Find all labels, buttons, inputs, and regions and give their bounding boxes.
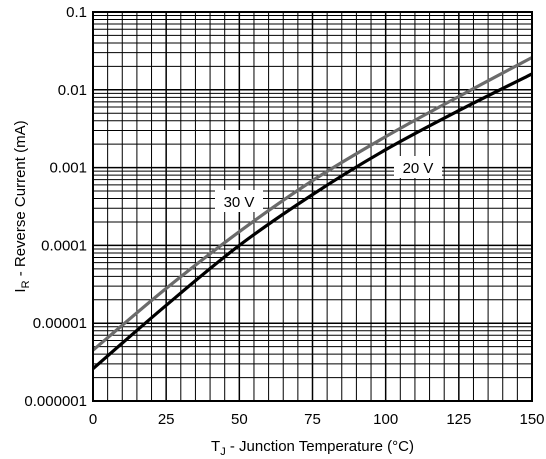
series-label-box-0 [215,190,263,212]
y-axis-title-rest: - Reverse Current (mA) [12,120,29,280]
x-tick-label: 150 [519,411,544,428]
x-tick-label: 75 [304,411,321,428]
y-axis-title: IR - Reverse Current (mA) [12,120,32,292]
y-axis-title-sub: R [20,280,32,288]
x-tick-label: 100 [373,411,398,428]
y-tick-label: 0.000001 [24,393,87,410]
x-tick-label: 0 [89,411,97,428]
y-axis-title-main: I [12,288,29,292]
x-axis-title: TJ - Junction Temperature (°C) [211,438,414,458]
x-tick-labels: 0 25 50 75 100 125 150 [89,411,545,428]
y-tick-label: 0.001 [49,160,87,177]
label-layer: 30 V 20 V [215,156,442,212]
x-tick-label: 25 [158,411,175,428]
y-tick-label: 0.0001 [41,237,87,254]
y-tick-label: 0.01 [58,82,87,99]
x-tick-label: 50 [231,411,248,428]
x-axis-title-rest: - Junction Temperature (°C) [226,438,414,455]
x-axis-title-main: T [211,438,220,455]
x-axis-title-sub: J [220,446,226,458]
series-label-box-1 [394,156,442,178]
y-tick-label: 0.00001 [33,315,87,332]
series-label-0: 30 V [224,194,255,211]
y-tick-labels: 0.000001 0.00001 0.0001 0.001 0.01 0.1 [24,4,87,410]
series-line-1 [91,72,533,370]
series-layer [91,56,533,370]
series-line-0 [91,56,533,352]
grid [92,11,533,402]
y-tick-label: 0.1 [66,4,87,21]
x-tick-label: 125 [446,411,471,428]
series-label-1: 20 V [403,160,434,177]
plot-frame [92,11,533,402]
